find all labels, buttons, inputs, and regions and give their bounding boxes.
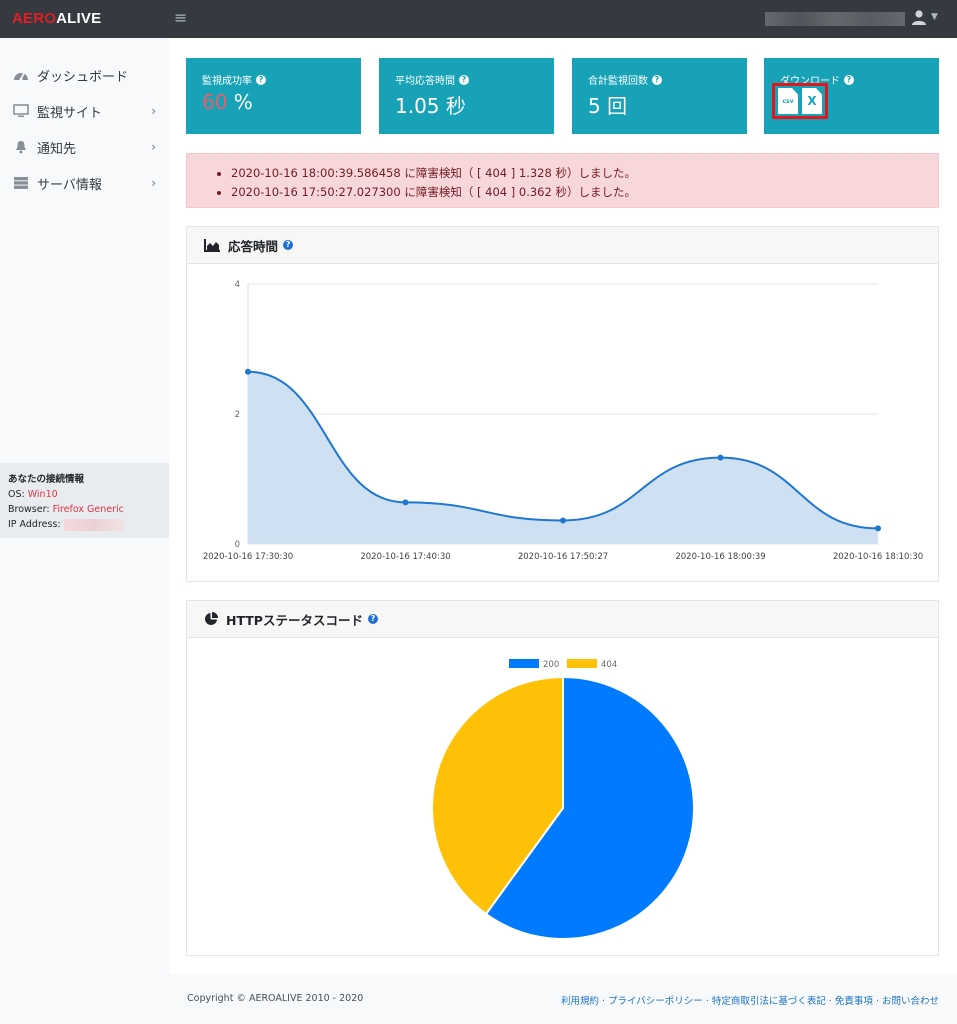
sidebar-item-monitor-sites[interactable]: 監視サイト ›	[0, 93, 169, 129]
hamburger-icon[interactable]: ≡	[174, 8, 188, 27]
pie-chart-icon	[204, 612, 218, 626]
x-tick-label: 2020-10-16 18:10:30	[833, 552, 923, 562]
server-icon	[13, 175, 29, 191]
response-time-panel: 応答時間 ? 0 2 4 2020-10-16 17:30:30 2020-10-16 …	[186, 226, 939, 582]
response-time-chart: 0 2 4 2020-10-16 17:30:30 2020-10-16 17:40:3…	[203, 280, 923, 562]
footer-links[interactable]: 利用規約 · プライバシーポリシー · 特定商取引法に基づく表記 · 免責事項 …	[560, 996, 939, 1007]
alert-item: 2020-10-16 17:50:27.027300 に障害検知（ [ 404 …	[231, 183, 938, 202]
bell-icon	[13, 139, 29, 155]
sidebar-item-label: ダッシュボード	[37, 69, 129, 85]
chevron-down-icon[interactable]: ▼	[931, 12, 938, 22]
ip-row: IP Address:	[8, 517, 161, 532]
y-tick-label: 4	[235, 280, 240, 290]
alert-item: 2020-10-16 18:00:39.586458 に障害検知（ [ 404 …	[231, 164, 938, 183]
copyright: Copyright © AEROALIVE 2010 - 2020	[187, 993, 364, 1004]
excel-file-icon[interactable]: X	[802, 88, 822, 114]
pie-slice	[431, 675, 564, 916]
legend-swatch	[567, 659, 597, 668]
top-navbar: AEROALIVE ≡ ▼	[0, 0, 957, 38]
sidebar-item-dashboard[interactable]: ダッシュボード	[0, 57, 169, 93]
help-icon[interactable]: ?	[367, 614, 378, 624]
data-point	[245, 368, 251, 375]
x-tick-label: 2020-10-16 17:30:30	[203, 552, 293, 562]
http-status-panel: HTTPステータスコード ? 200 404	[186, 600, 939, 956]
logo-text-white: ALIVE	[56, 10, 102, 27]
ip-value-redacted	[63, 518, 124, 531]
stat-label: 平均応答時間	[395, 76, 455, 87]
connection-info: あなたの接続情報 OS: Win10 Browser: Firefox Gene…	[0, 463, 169, 538]
sidebar-item-notify[interactable]: 通知先 ›	[0, 129, 169, 165]
footer: Copyright © AEROALIVE 2010 - 2020 利用規約 ·…	[169, 974, 957, 1024]
connection-title: あなたの接続情報	[8, 474, 85, 485]
sidebar: ダッシュボード 監視サイト › 通知先 › サーバ情報 › あなたの接続情報 O…	[0, 38, 169, 1024]
tachometer-icon	[13, 67, 29, 83]
data-point	[875, 525, 881, 532]
y-tick-label: 2	[235, 410, 240, 420]
sidebar-item-label: サーバ情報	[37, 177, 102, 193]
sidebar-item-label: 通知先	[37, 141, 77, 157]
area-chart-icon	[204, 238, 220, 252]
x-tick-label: 2020-10-16 17:50:27	[518, 552, 608, 562]
stat-label: 合計監視回数	[588, 76, 648, 87]
sidebar-item-server-info[interactable]: サーバ情報 ›	[0, 165, 169, 201]
desktop-icon	[13, 103, 29, 119]
data-point	[717, 454, 724, 461]
pie-slice	[484, 675, 695, 940]
browser-value: Firefox Generic	[52, 504, 124, 515]
chevron-right-icon: ›	[151, 104, 156, 118]
x-tick-label: 2020-10-16 17:40:30	[360, 552, 450, 562]
help-icon[interactable]: ?	[283, 240, 294, 250]
stat-value: 1.05 秒	[395, 94, 466, 118]
panel-header: HTTPステータスコード ?	[187, 601, 938, 638]
help-icon[interactable]: ?	[256, 74, 266, 85]
chevron-right-icon: ›	[151, 176, 156, 190]
csv-file-icon[interactable]: csv	[778, 88, 798, 114]
os-value: Win10	[27, 489, 58, 500]
area-fill	[248, 371, 878, 544]
logo-text-red: AERO	[12, 10, 57, 27]
stat-value: 60 %	[202, 90, 253, 114]
panel-header: 応答時間 ?	[187, 227, 938, 264]
chevron-right-icon: ›	[151, 140, 156, 154]
stat-label: ダウンロード	[780, 76, 840, 87]
help-icon[interactable]: ?	[652, 74, 662, 85]
stat-label: 監視成功率	[202, 76, 252, 87]
stat-card-total-checks: 合計監視回数? 5 回	[572, 58, 747, 134]
legend-label: 200	[543, 660, 559, 670]
data-point	[560, 517, 566, 524]
sidebar-item-label: 監視サイト	[37, 105, 103, 121]
brand-logo[interactable]: AEROALIVE	[12, 10, 101, 27]
user-name-redacted	[765, 12, 905, 26]
stat-card-success-rate: 監視成功率? 60 %	[186, 58, 361, 134]
x-tick-label: 2020-10-16 18:00:39	[675, 552, 765, 562]
stat-card-avg-response: 平均応答時間? 1.05 秒	[379, 58, 554, 134]
browser-row: Browser: Firefox Generic	[8, 504, 124, 515]
user-icon[interactable]	[911, 9, 927, 28]
http-status-chart: 200 404	[431, 659, 695, 940]
legend-label: 404	[601, 660, 617, 670]
panel-title: 応答時間	[228, 238, 279, 254]
os-row: OS: Win10	[8, 489, 58, 500]
data-point	[402, 499, 409, 506]
legend-swatch	[509, 659, 539, 668]
help-icon[interactable]: ?	[844, 74, 854, 85]
alert-danger: 2020-10-16 18:00:39.586458 に障害検知（ [ 404 …	[186, 153, 939, 208]
y-tick-label: 0	[235, 540, 240, 550]
download-highlight-box: csv X	[772, 83, 828, 119]
panel-title: HTTPステータスコード	[226, 612, 363, 628]
help-icon[interactable]: ?	[459, 74, 469, 85]
stat-value: 5 回	[588, 94, 628, 118]
